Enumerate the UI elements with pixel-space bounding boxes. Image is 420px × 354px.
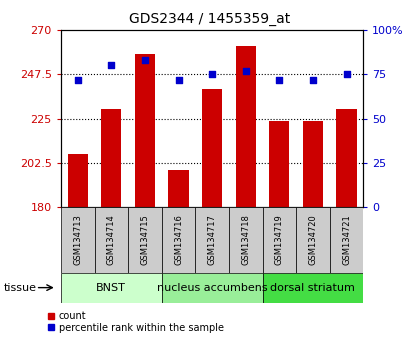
Point [142,57,148,63]
Bar [128,207,162,273]
Bar [61,207,94,273]
Text: dorsal striatum: dorsal striatum [270,282,355,293]
Bar [162,273,262,303]
Legend: count, percentile rank within the sample: count, percentile rank within the sample [47,311,223,333]
Text: GSM134721: GSM134721 [342,215,351,265]
Bar [336,109,357,207]
Point [343,72,350,77]
Bar [236,46,256,207]
Bar [229,207,262,273]
Point [276,77,283,82]
Bar [168,170,189,207]
Text: tissue: tissue [4,282,37,293]
Bar [202,89,222,207]
Point [175,77,182,82]
Point [310,77,316,82]
Bar [101,109,121,207]
Point [74,77,81,82]
Point [209,72,215,77]
Text: GSM134718: GSM134718 [241,215,250,265]
Text: BNST: BNST [96,282,126,293]
Bar [94,207,128,273]
Bar [262,273,363,303]
Bar [262,207,296,273]
Bar [269,121,289,207]
Bar [296,207,330,273]
Text: GSM134716: GSM134716 [174,215,183,265]
Text: GSM134719: GSM134719 [275,215,284,265]
Bar [162,207,195,273]
Bar [61,273,162,303]
Text: GSM134717: GSM134717 [207,215,217,265]
Point [242,68,249,74]
Text: nucleus accumbens: nucleus accumbens [157,282,268,293]
Point [108,63,115,68]
Bar [68,154,88,207]
Bar [195,207,229,273]
Text: GSM134715: GSM134715 [140,215,150,265]
Bar [330,207,363,273]
Text: GSM134713: GSM134713 [73,215,82,265]
Bar [303,121,323,207]
Text: GDS2344 / 1455359_at: GDS2344 / 1455359_at [129,12,291,27]
Text: GSM134714: GSM134714 [107,215,116,265]
Bar [135,54,155,207]
Text: GSM134720: GSM134720 [308,215,318,265]
